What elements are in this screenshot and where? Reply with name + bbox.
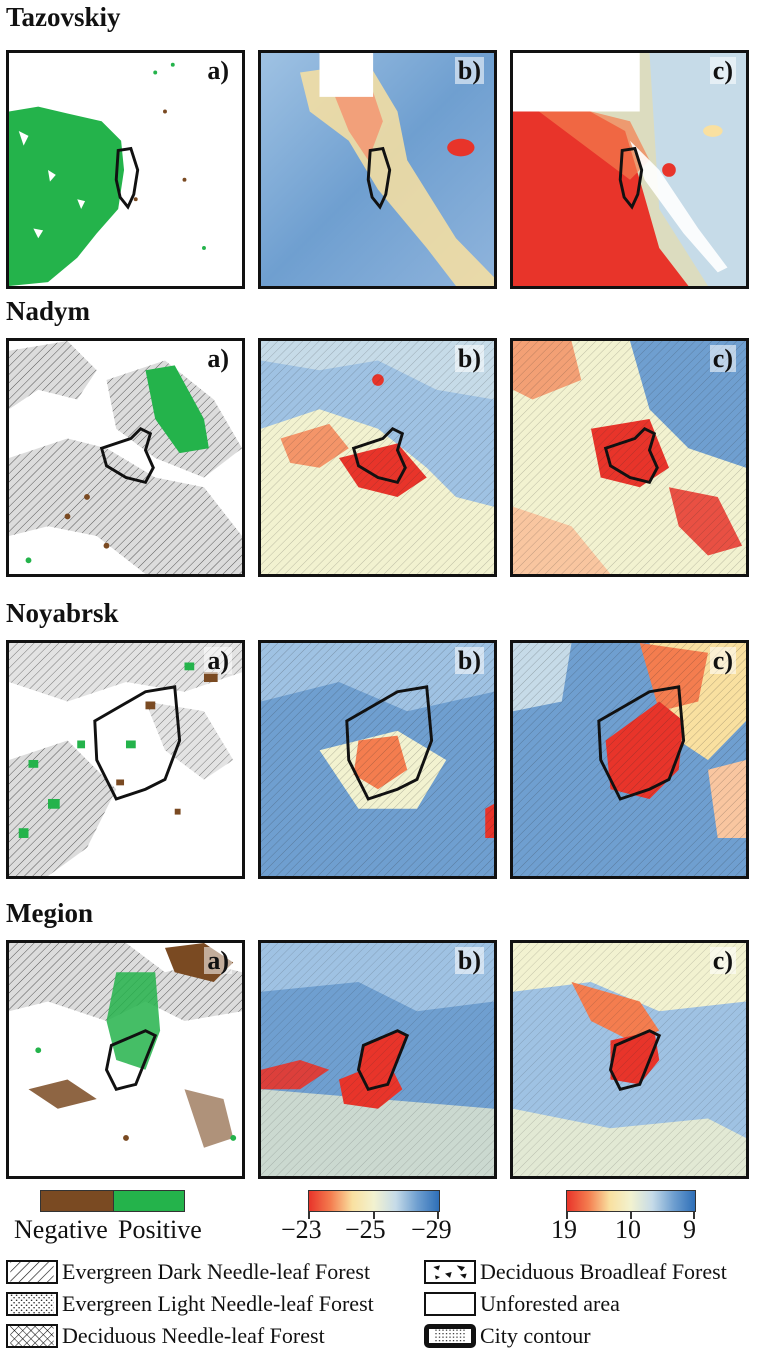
tazovskiy-temperature-map-c [513,53,746,286]
tazovskiy-temperature-map-b [261,53,494,286]
panel-label-c: c) [709,345,736,372]
panel-label-c: c) [709,947,736,974]
legend-label: Deciduous Broadleaf Forest [480,1259,727,1284]
tazovskiy-trend-map [9,53,242,286]
legend-label: Unforested area [480,1291,620,1316]
trend-label-positive: Positive [118,1215,202,1244]
temperature-c-tick [630,1211,632,1219]
noyabrsk-panel-a: a) [6,640,245,879]
temperature-c-tick-label: 19 [551,1215,577,1244]
nadym-trend-map [9,341,242,574]
city-title-tazovskiy: Tazovskiy [6,2,121,32]
legend-city-contour: City contour [424,1321,591,1351]
nadym-panel-a: a) [6,338,245,577]
megion-panel-c: c) [510,940,749,1179]
panel-label-a: a) [204,57,232,84]
temperature-c-tick-label: 10 [615,1215,641,1244]
panel-label-b: b) [454,57,484,84]
megion-panel-a: a) [6,940,245,1179]
blank-swatch-icon [424,1292,476,1316]
tazovskiy-panel-a: a) [6,50,245,289]
temperature-c-tick-label: 9 [683,1215,696,1244]
legend-evergreen-light-needle-leaf: Evergreen Light Needle-leaf Forest [6,1289,374,1319]
tazovskiy-panel-c: c) [510,50,749,289]
temperature-b-colorbar [308,1190,440,1212]
panel-label-c: c) [709,647,736,674]
panel-label-b: b) [454,345,484,372]
dots-swatch-icon [6,1292,58,1316]
legend-deciduous-needle-leaf: Deciduous Needle-leaf Forest [6,1321,325,1351]
temperature-b-tick [308,1211,310,1219]
nadym-panel-c: c) [510,338,749,577]
panel-label-c: c) [709,57,736,84]
panel-label-a: a) [204,647,232,674]
temperature-c-tick [566,1211,568,1219]
temperature-b-tick-label: −23 [281,1215,322,1244]
nadym-panel-b: b) [258,338,497,577]
temperature-b-tick-label: −29 [411,1215,452,1244]
trend-colorbar-positive [113,1190,185,1212]
legend-label: City contour [480,1323,591,1348]
legend-label: Deciduous Needle-leaf Forest [62,1323,325,1348]
panel-label-b: b) [454,947,484,974]
legend-evergreen-dark-needle-leaf: Evergreen Dark Needle-leaf Forest [6,1257,370,1287]
tazovskiy-panel-b: b) [258,50,497,289]
panel-label-b: b) [454,647,484,674]
nadym-temperature-map-c [513,341,746,574]
legend-unforested-area: Unforested area [424,1289,620,1319]
temperature-b-tick [373,1211,375,1219]
nadym-temperature-map-b [261,341,494,574]
noyabrsk-trend-map [9,643,242,876]
temperature-c-tick [693,1211,695,1219]
blotch-swatch-icon [424,1260,476,1284]
temperature-c-colorbar [566,1190,696,1212]
city-title-nadym: Nadym [6,296,91,326]
city-title-megion: Megion [6,898,93,928]
noyabrsk-temperature-map-c [513,643,746,876]
megion-temperature-map-b [261,943,494,1176]
panel-label-a: a) [204,947,232,974]
city-title-noyabrsk: Noyabrsk [6,598,119,628]
city-contour-swatch-icon [424,1324,476,1348]
legend-label: Evergreen Dark Needle-leaf Forest [62,1259,371,1284]
legend-label: Evergreen Light Needle-leaf Forest [62,1291,374,1316]
trend-label-negative: Negative [14,1215,108,1244]
legend-deciduous-broadleaf: Deciduous Broadleaf Forest [424,1257,727,1287]
cross-hatch-swatch-icon [6,1324,58,1348]
trend-colorbar-negative [40,1190,114,1212]
noyabrsk-temperature-map-b [261,643,494,876]
temperature-b-tick [437,1211,439,1219]
noyabrsk-panel-c: c) [510,640,749,879]
megion-temperature-map-c [513,943,746,1176]
noyabrsk-panel-b: b) [258,640,497,879]
panel-label-a: a) [204,345,232,372]
temperature-b-tick-label: −25 [345,1215,386,1244]
megion-panel-b: b) [258,940,497,1179]
diagonal-hatch-swatch-icon [6,1260,58,1284]
megion-trend-map [9,943,242,1176]
